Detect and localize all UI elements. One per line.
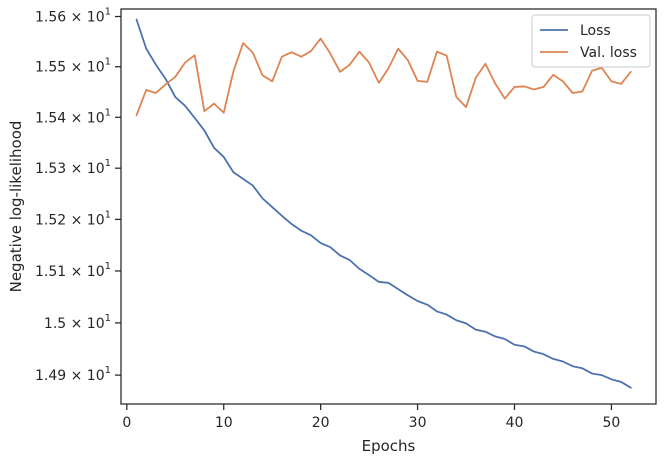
x-tick-label: 0 (122, 415, 131, 431)
plot-frame (120, 8, 657, 405)
y-tick-label: 1.51 × 101 (35, 261, 111, 280)
series-layer (135, 18, 632, 389)
y-tick-label: 1.49 × 101 (35, 365, 111, 384)
series-line-loss (135, 18, 632, 389)
legend-label-val-loss: Val. loss (580, 45, 637, 61)
y-tick-label: 1.55 × 101 (35, 57, 111, 76)
y-axis: 1.49 × 101 1.5 × 101 1.51 × 101 1.52 × 101 1… (35, 7, 121, 384)
legend-box (531, 14, 651, 68)
x-tick-label: 40 (506, 415, 524, 431)
y-axis-title: Negative log-likelihood (7, 121, 25, 293)
y-tick-label: 1.52 × 101 (35, 209, 111, 228)
y-tick-label: 1.56 × 101 (35, 7, 111, 26)
y-tick-label: 1.54 × 101 (35, 107, 111, 126)
series-line-val-loss (135, 37, 632, 117)
x-tick-label: 30 (409, 415, 427, 431)
y-tick-label: 1.53 × 101 (35, 158, 111, 177)
legend-label-loss: Loss (580, 23, 611, 39)
x-tick-label: 10 (215, 415, 233, 431)
x-tick-label: 50 (603, 415, 621, 431)
x-axis-title: Epochs (362, 437, 416, 455)
legend: Loss Val. loss (531, 14, 651, 68)
x-tick-label: 20 (312, 415, 330, 431)
y-tick-label: 1.5 × 101 (44, 313, 111, 332)
x-axis: 0 10 20 30 40 50 (122, 404, 620, 431)
